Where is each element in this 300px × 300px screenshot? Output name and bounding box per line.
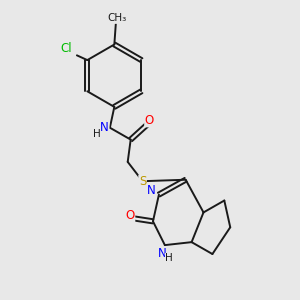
Text: CH₃: CH₃ (108, 13, 127, 23)
Text: N: N (147, 184, 156, 196)
Text: Cl: Cl (61, 42, 72, 55)
Text: N: N (158, 247, 166, 260)
Text: H: H (93, 129, 101, 139)
Text: N: N (100, 121, 109, 134)
Text: O: O (145, 114, 154, 127)
Text: H: H (165, 254, 173, 263)
Text: S: S (139, 175, 146, 188)
Text: O: O (125, 209, 135, 222)
